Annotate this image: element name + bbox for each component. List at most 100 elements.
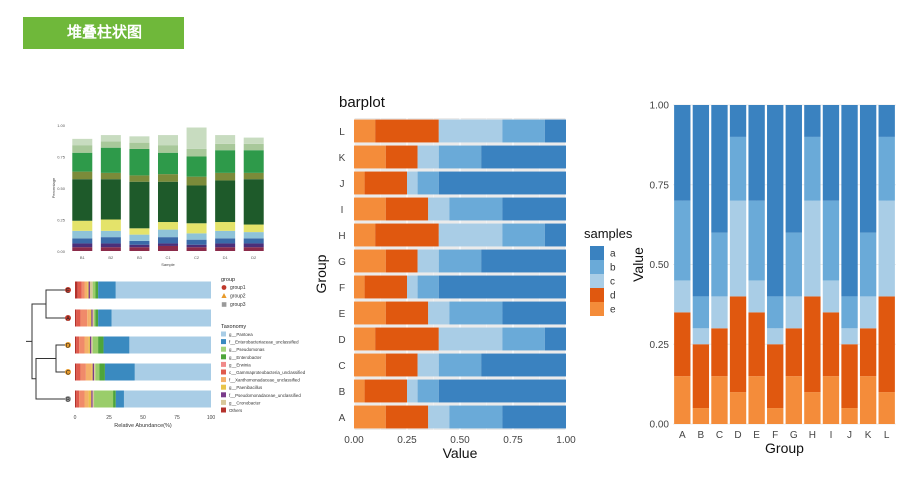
legend-taxonomy-swatch	[221, 339, 226, 345]
bar-segment-b	[767, 296, 784, 329]
y-tick-label: L	[339, 127, 345, 138]
bar-segment	[129, 240, 150, 245]
x-tick-label: D	[734, 430, 741, 441]
bar-segment	[80, 363, 86, 381]
bar-segment	[100, 172, 121, 180]
bar-segment	[215, 247, 236, 251]
bar-segment-e	[804, 392, 821, 424]
y-tick-label: A	[339, 413, 346, 424]
bar-segment-b	[449, 197, 503, 221]
x-tick-label: 0.75	[503, 435, 523, 446]
bar-segment-d	[841, 344, 858, 409]
bar-segment-b	[449, 405, 503, 429]
bar-segment	[94, 390, 114, 408]
bar-segment	[129, 175, 150, 182]
y-tick-label: 0.50	[650, 260, 670, 271]
y-tick-label: C	[338, 361, 345, 372]
legend-taxonomy-label: g__Enterobacter	[229, 355, 262, 360]
bar-segment-a	[502, 197, 566, 221]
bar-segment	[92, 390, 95, 408]
legend-taxonomy-swatch	[221, 384, 226, 390]
bar-segment	[123, 390, 211, 408]
bar-segment	[129, 244, 150, 248]
bar-segment	[99, 363, 105, 381]
bar-segment	[79, 390, 85, 408]
legend-taxonomy-swatch	[221, 346, 226, 352]
bar-segment	[72, 220, 93, 231]
bar-segment	[98, 309, 112, 327]
legend-taxonomy-label: f__Xanthomonadaceae_unclassified	[229, 378, 300, 383]
bar-segment-d	[364, 275, 407, 299]
y-tick-label: 0.25	[57, 218, 66, 223]
bar-segment	[91, 363, 93, 381]
legend-label: a	[610, 249, 616, 260]
bar-segment-c	[407, 171, 418, 195]
bar-segment-d	[767, 344, 784, 409]
bar-segment-a	[711, 105, 728, 233]
bar-segment-e	[354, 223, 376, 247]
x-tick-label: J	[847, 430, 852, 441]
bar-segment	[129, 234, 150, 241]
bar-segment	[92, 336, 99, 354]
legend-group-label: group1	[230, 285, 246, 291]
legend-group-title: group	[221, 277, 235, 283]
bar-segment	[158, 222, 178, 230]
bar-segment	[88, 390, 92, 408]
bar-segment-e	[354, 249, 386, 273]
y-tick-label: J	[340, 179, 345, 190]
y-tick-label: 0.00	[650, 420, 670, 431]
legend-label: c	[610, 277, 615, 288]
legend-taxonomy-label: g__Cronobacter	[229, 400, 261, 405]
bar-segment-b	[438, 353, 482, 377]
y-tick-label: F	[339, 283, 345, 294]
legend-taxonomy-label: f__Enterobacteriaceae_unclassified	[229, 340, 299, 345]
bar-segment-c	[407, 275, 418, 299]
bar-segment	[215, 243, 236, 248]
group-marker	[65, 396, 71, 402]
x-axis-title: Value	[443, 445, 478, 461]
x-tick-label: B2	[108, 255, 114, 260]
legend-title: samples	[584, 226, 633, 241]
bar-segment-e	[354, 327, 376, 351]
bar-segment-e	[692, 408, 710, 424]
bar-segment-b	[692, 296, 710, 329]
row-label: C	[66, 371, 71, 377]
x-tick-label: B	[698, 430, 705, 441]
row-label: D	[66, 344, 71, 350]
bar-segment	[80, 309, 88, 327]
bar-segment-e	[354, 171, 365, 195]
bar-segment	[129, 228, 150, 235]
bar-segment	[72, 152, 93, 172]
bar-segment-b	[438, 145, 482, 169]
bar-segment-b	[841, 296, 858, 329]
bar-segment	[100, 135, 121, 142]
bar-segment	[129, 148, 150, 176]
bar-segment-a	[502, 405, 566, 429]
bar-segment-a	[481, 249, 566, 273]
bar-segment	[79, 336, 85, 354]
bar-segment-a	[729, 105, 747, 137]
legend-taxonomy-title: Taxonomy	[221, 324, 246, 330]
bar-segment	[186, 176, 207, 186]
bar-segment	[243, 224, 264, 233]
bar-segment	[129, 181, 150, 229]
bar-segment	[129, 136, 150, 143]
bar-segment-a	[692, 105, 710, 297]
bar-segment	[186, 233, 207, 240]
bar-segment	[72, 171, 93, 180]
y-axis-title: Value	[630, 247, 646, 282]
bar-segment	[215, 135, 236, 144]
x-tick-label: C1	[165, 255, 171, 260]
y-tick-label: 0.00	[57, 249, 66, 254]
legend-taxonomy-swatch	[221, 392, 226, 398]
bar-segment	[76, 390, 80, 408]
legend-swatch	[590, 246, 604, 260]
x-tick-label: D1	[223, 255, 229, 260]
legend-taxonomy-swatch	[221, 377, 226, 383]
row-label: A	[66, 317, 70, 323]
bar-segment-e	[729, 392, 747, 424]
bar-segment	[158, 145, 178, 153]
bar-segment-a	[841, 105, 858, 297]
y-tick-label: E	[339, 309, 346, 320]
bar-segment-b	[804, 136, 821, 201]
